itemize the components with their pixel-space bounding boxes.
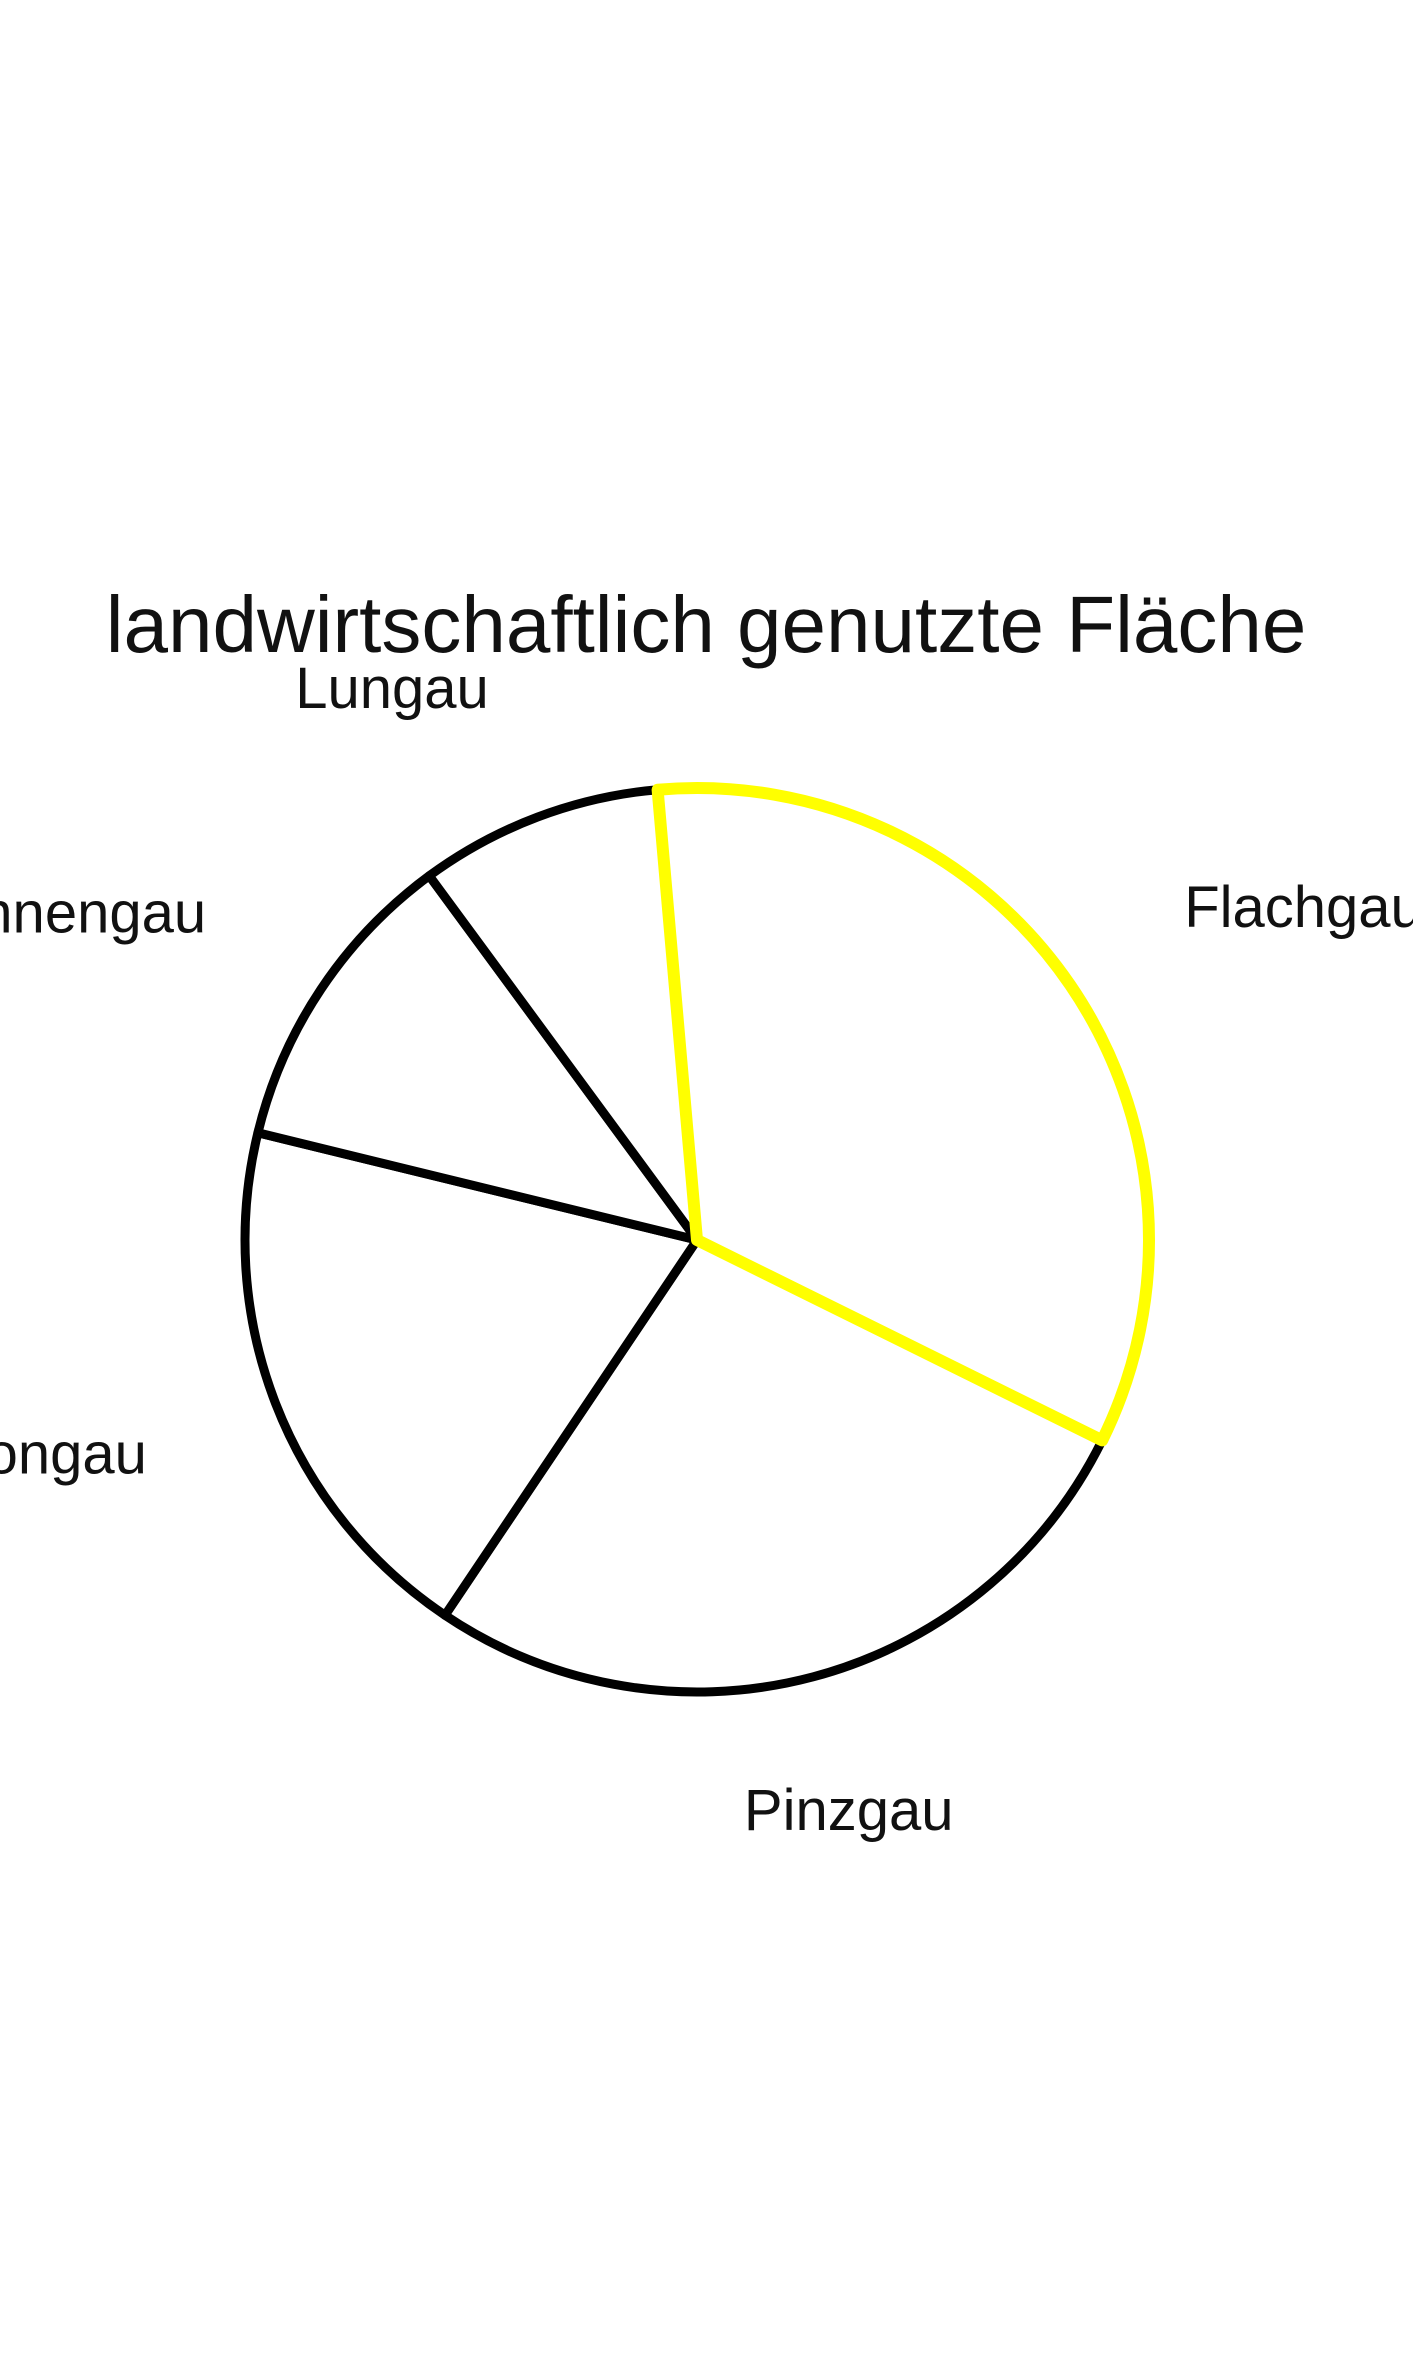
pie-slice-pinzgau [440,1235,1107,1697]
pie-label-tennengau: Tennengau [0,881,206,946]
pie-label-pinzgau: Pinzgau [744,1778,954,1843]
pie-slices [240,782,1155,1697]
pie-slice-tennengau [253,871,702,1245]
pie-labels: Flachgau Pinzgau Pongau Tennengau Lungau [0,656,1413,1843]
pie-slice-pongau [240,1128,702,1620]
pie-label-flachgau: Flachgau [1184,875,1413,940]
pie-slice-lungau [424,785,702,1245]
pie-label-lungau: Lungau [295,656,489,721]
pie-label-pongau: Pongau [0,1421,147,1486]
chart-title: landwirtschaftlich genutzte Fläche [106,580,1307,669]
pie-slice-flachgau [651,782,1155,1447]
